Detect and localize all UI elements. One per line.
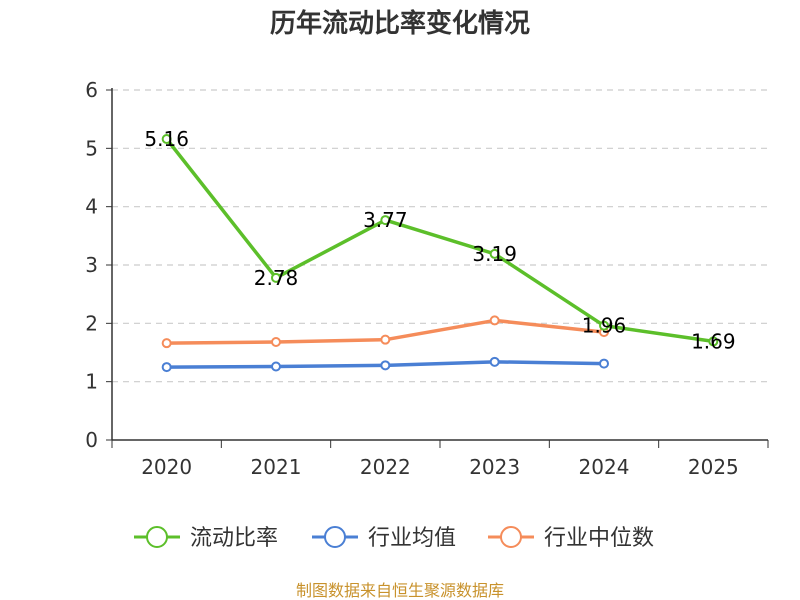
data-point [161,362,172,373]
data-point [271,272,281,283]
x-tick-label: 2024 [579,455,630,479]
data-point [161,338,172,349]
axes: 0 1 2 3 4 5 6 2020 2021 2022 2023 2024 2025 [85,78,769,479]
legend-item-2[interactable]: 行业均值 [312,526,456,551]
data-point [708,336,719,347]
y-tick-label: 1 [85,370,98,394]
data-point [380,215,391,226]
legend-label: 流动比率 [190,526,278,551]
data-point [161,134,172,144]
data-label: 3.19 [472,242,517,266]
y-tick-label: 2 [85,311,98,335]
legend-swatch-marker [324,526,346,548]
data-labels: 5.16 2.78 3.77 3.19 1.96 1.69 [144,127,735,353]
data-label: 5.16 [144,127,189,151]
data-point [380,360,391,371]
legend-label: 行业均值 [368,526,456,551]
y-tick-label: 5 [85,136,98,160]
data-point [489,315,500,326]
data-label: 2.78 [254,266,299,290]
legend[interactable]: 流动比率 行业均值 行业中位数 [134,526,654,551]
data-point [380,334,391,345]
series-group [161,134,719,373]
legend-swatch-marker [146,526,168,548]
legend-item-1[interactable]: 流动比率 [134,526,278,551]
data-point [489,248,500,259]
chart-title: 历年流动比率变化情况 [270,8,530,39]
y-tick-label: 3 [85,253,98,277]
x-tick-label: 2021 [251,455,302,479]
x-tick-label: 2023 [469,455,520,479]
legend-label: 行业中位数 [544,526,654,551]
series-line-1 [164,137,716,344]
source-note: 制图数据来自恒生聚源数据库 [296,581,504,600]
y-tick-label: 4 [85,195,98,219]
y-tick-label: 0 [85,428,98,452]
data-point [599,358,609,369]
x-tick-label: 2025 [688,455,739,479]
x-tick-label: 2020 [141,455,192,479]
data-point [271,337,281,347]
x-tick-label: 2022 [360,455,411,479]
data-point [489,356,500,367]
data-point [599,320,609,331]
data-point [271,361,281,372]
data-label: 1.96 [582,314,627,338]
data-label: 3.77 [363,208,408,232]
legend-item-3[interactable]: 行业中位数 [488,526,654,551]
legend-swatch-marker [500,526,522,548]
y-tick-label: 6 [85,78,98,102]
data-label: 1.69 [691,329,736,353]
